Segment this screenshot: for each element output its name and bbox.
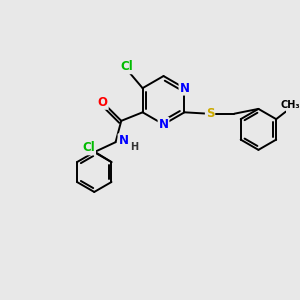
Text: Cl: Cl xyxy=(82,141,95,154)
Text: Cl: Cl xyxy=(121,60,133,73)
Text: N: N xyxy=(179,82,190,94)
Text: CH₃: CH₃ xyxy=(280,100,300,110)
Text: S: S xyxy=(206,107,214,120)
Text: N: N xyxy=(118,134,128,147)
Text: H: H xyxy=(130,142,138,152)
Text: O: O xyxy=(98,96,108,109)
Text: N: N xyxy=(158,118,169,131)
